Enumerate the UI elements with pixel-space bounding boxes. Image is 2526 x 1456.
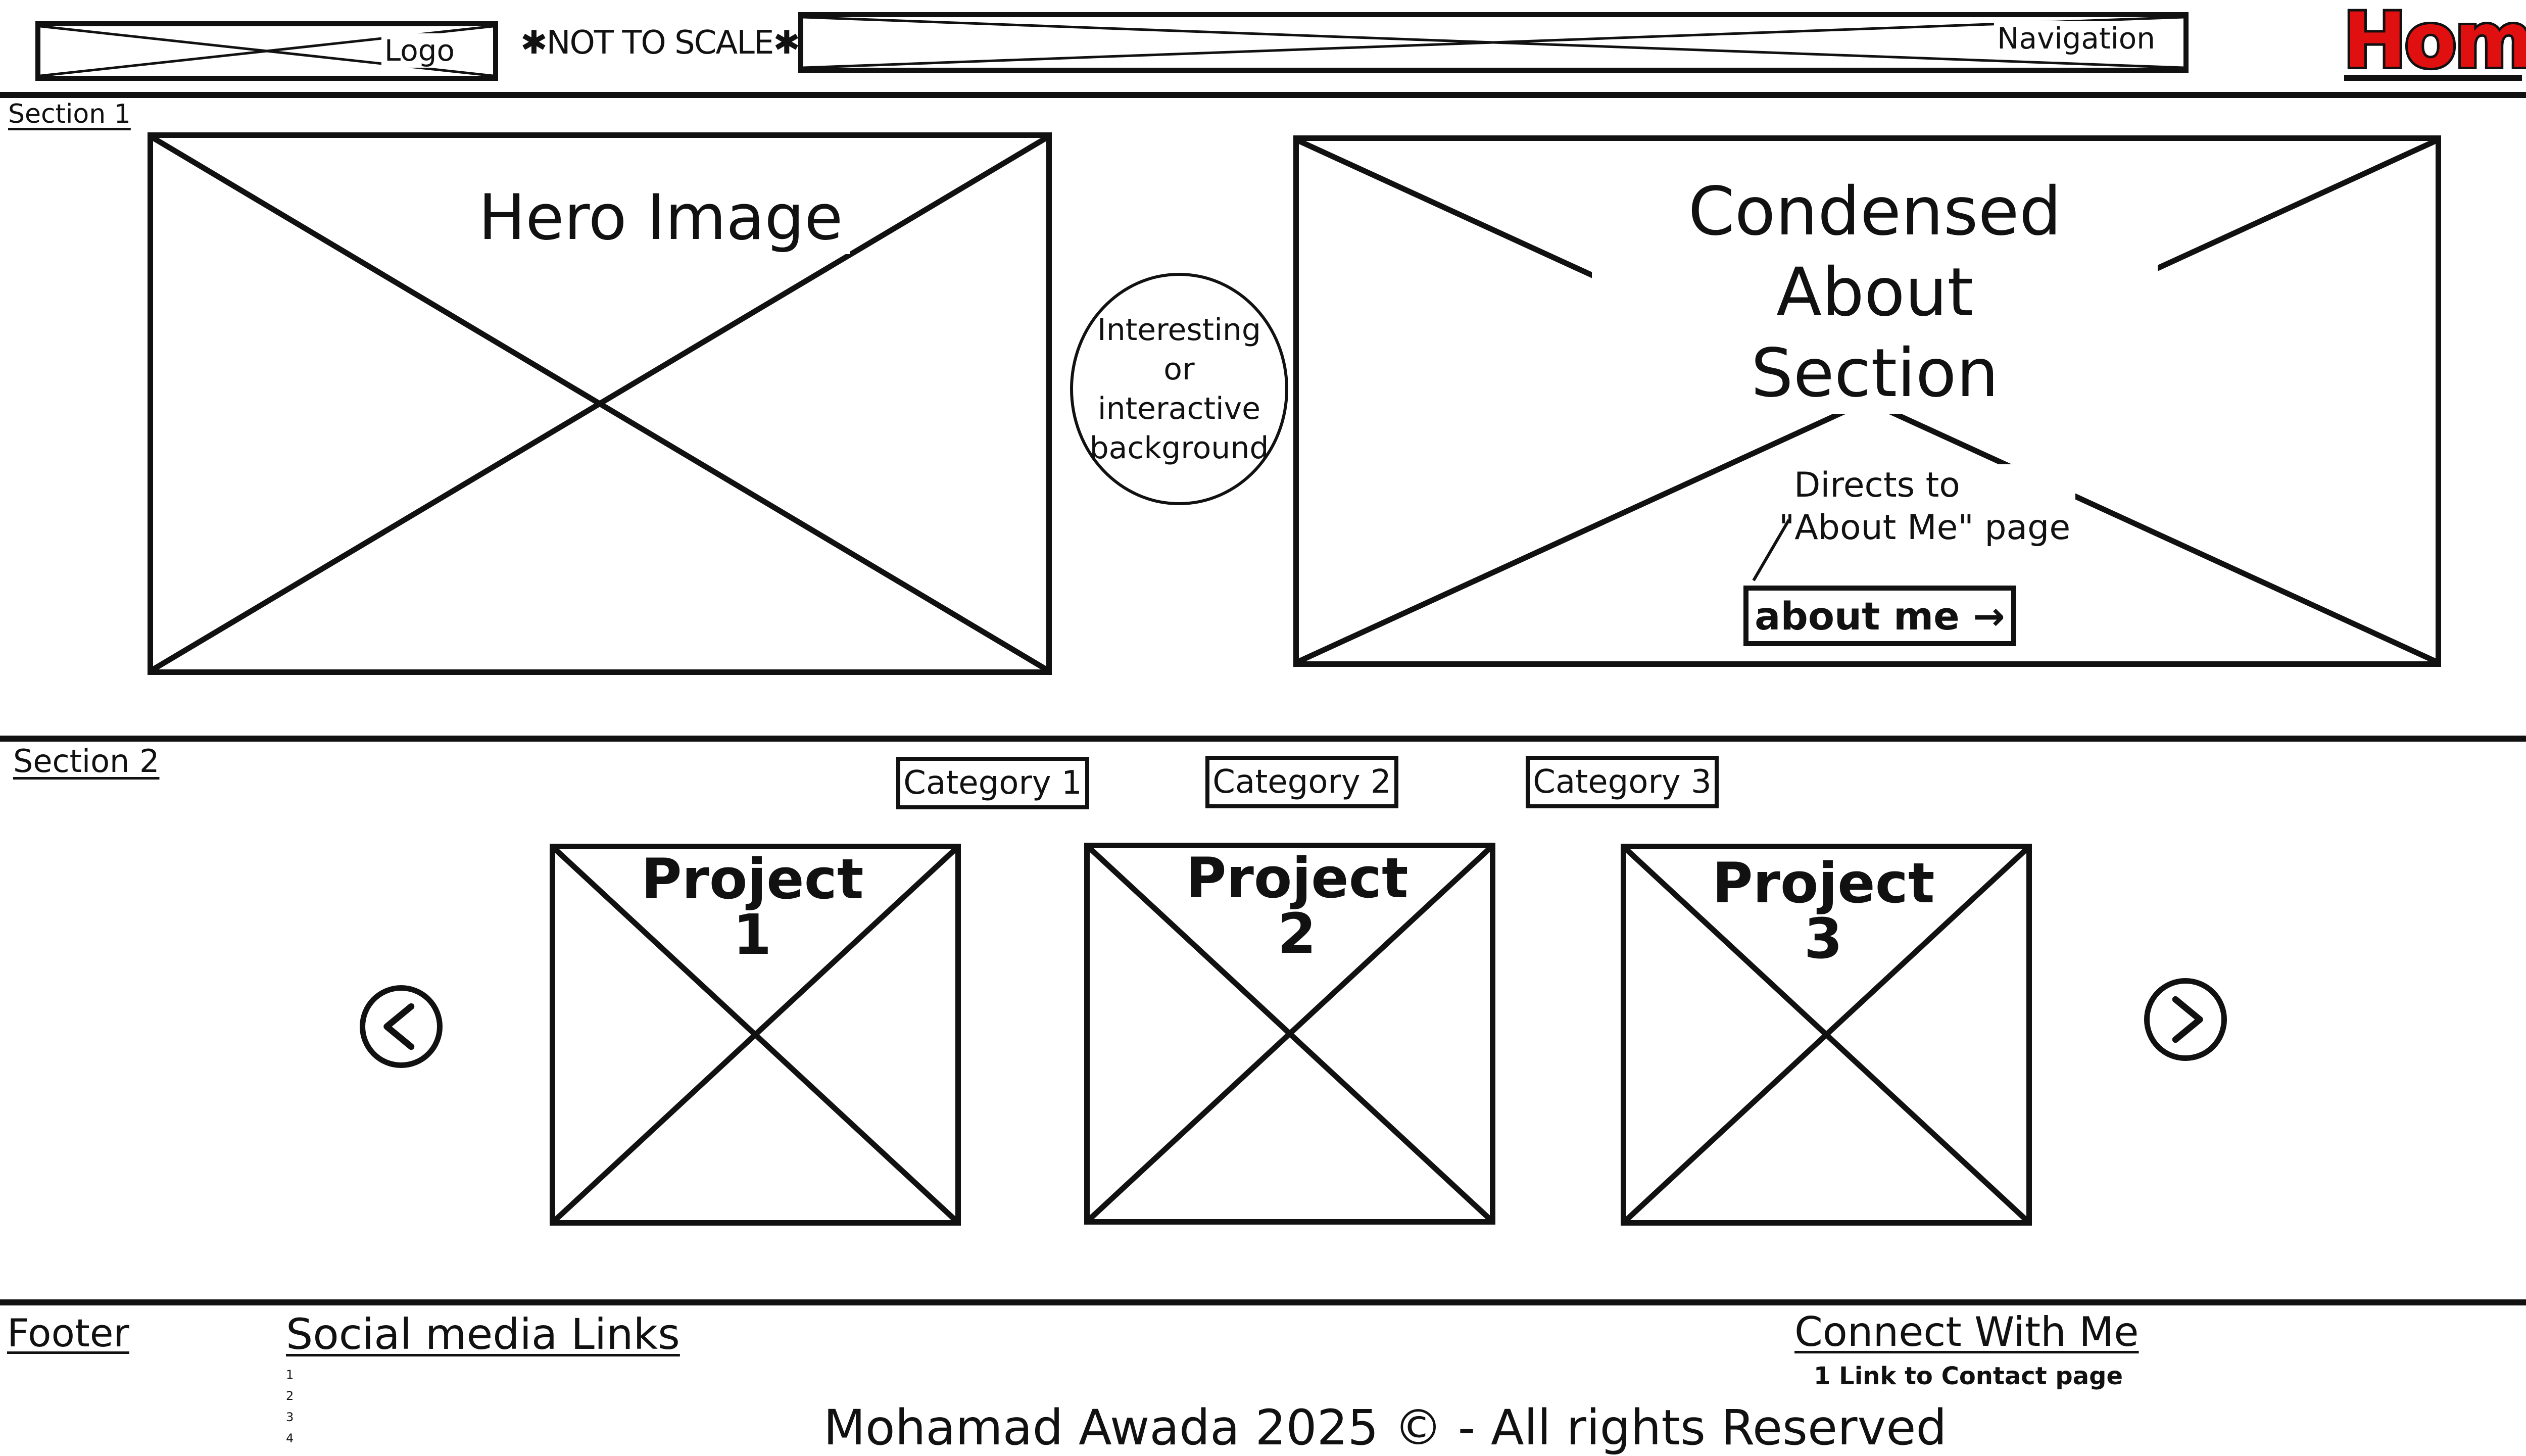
- directs-note-line2: "About Me" page: [1779, 508, 2071, 548]
- social-links-list: 1 2 3 4: [286, 1364, 294, 1449]
- copyright-text: Mohamad Awada 2025 © - All rights Reserv…: [823, 1399, 1947, 1456]
- section1-label: Section 1: [8, 99, 131, 129]
- hero-image-label: Hero Image: [471, 181, 850, 254]
- project-number: 1: [733, 902, 772, 967]
- home-underline: [2344, 75, 2522, 81]
- project-card-2-title: Project 2: [1186, 850, 1408, 961]
- navigation-placeholder[interactable]: Navigation: [798, 12, 2189, 73]
- social-link-item[interactable]: 3: [286, 1410, 294, 1424]
- chevron-right-icon: [2172, 996, 2203, 1043]
- carousel-prev-button[interactable]: [360, 985, 443, 1068]
- category-tab-2[interactable]: Category 2: [1205, 756, 1398, 808]
- project-title-text: Project: [1712, 851, 1935, 915]
- carousel-next-button[interactable]: [2144, 978, 2227, 1061]
- project-card-2[interactable]: Project 2: [1084, 843, 1495, 1225]
- project-card-1[interactable]: Project 1: [550, 844, 961, 1226]
- directs-note-line1: Directs to: [1794, 465, 1960, 505]
- project-number: 2: [1277, 901, 1317, 966]
- section2-label: Section 2: [13, 743, 160, 780]
- social-link-item[interactable]: 4: [286, 1431, 294, 1445]
- about-section-placeholder: Condensed About Section Directs to "Abou…: [1293, 135, 2441, 667]
- home-title[interactable]: Home: [2341, 0, 2526, 87]
- contact-page-link[interactable]: 1 Link to Contact page: [1814, 1362, 2123, 1390]
- project-card-3[interactable]: Project 3: [1621, 844, 2032, 1226]
- project-card-3-title: Project 3: [1712, 851, 1935, 971]
- background-note-text: Interesting or interactive background: [1089, 312, 1269, 466]
- project-title-text: Project: [1186, 846, 1408, 910]
- section2-divider: [0, 1299, 2526, 1305]
- background-note-circle: Interesting or interactive background: [1070, 273, 1288, 505]
- social-link-item[interactable]: 1: [286, 1368, 294, 1382]
- project-card-1-title: Project 1: [641, 847, 864, 967]
- directs-note-pointer: [1752, 519, 1790, 581]
- about-me-button-label: about me →: [1755, 593, 2005, 639]
- about-me-button[interactable]: about me →: [1743, 586, 2016, 646]
- chevron-left-icon: [383, 1003, 415, 1050]
- section1-divider: [0, 736, 2526, 742]
- header-divider: [0, 92, 2526, 98]
- navigation-label: Navigation: [1994, 21, 2158, 56]
- project-number: 3: [1804, 906, 1843, 971]
- hero-image-placeholder: Hero Image: [148, 132, 1052, 675]
- logo-placeholder[interactable]: Logo: [35, 21, 498, 81]
- category-tab-1[interactable]: Category 1: [896, 757, 1089, 809]
- not-to-scale-note: ✱NOT TO SCALE✱: [520, 24, 800, 62]
- category-tab-3[interactable]: Category 3: [1526, 756, 1719, 808]
- footer-label: Footer: [7, 1311, 129, 1355]
- logo-label: Logo: [381, 33, 458, 68]
- connect-title: Connect With Me: [1794, 1308, 2139, 1355]
- directs-note: Directs to "About Me" page: [1774, 464, 2076, 549]
- social-links-title: Social media Links: [286, 1309, 680, 1359]
- about-section-title: Condensed About Section: [1592, 171, 2158, 414]
- project-title-text: Project: [641, 847, 864, 911]
- about-title-line2: Section: [1751, 334, 1999, 412]
- social-link-item[interactable]: 2: [286, 1389, 294, 1403]
- about-title-line1: Condensed About: [1688, 173, 2062, 331]
